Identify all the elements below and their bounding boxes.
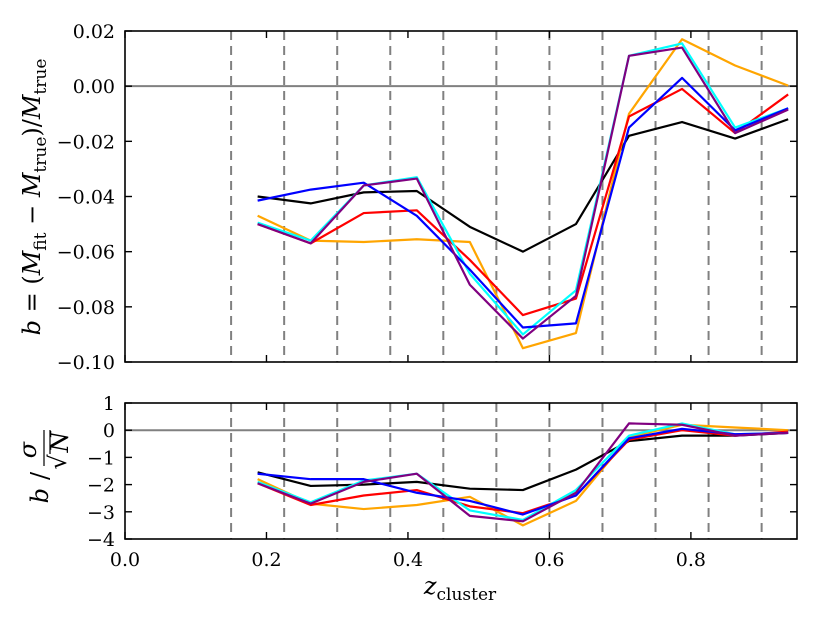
- y-tick-label: −0.10: [57, 352, 115, 374]
- y-tick-label: −1: [87, 447, 115, 469]
- top-y-axis-label: b = (Mfit − Mtrue)/Mtrue: [18, 59, 51, 336]
- x-tick-label: 0.2: [251, 549, 281, 571]
- top-plot-frame: [124, 30, 798, 363]
- ylabel-n: N: [46, 431, 74, 454]
- series-line-4: [257, 422, 789, 522]
- y-tick-label: −0.08: [57, 297, 115, 319]
- series-line-2: [257, 38, 789, 350]
- x-tick-label: 0.4: [393, 549, 423, 571]
- top-y-ticks: 0.02 0.00 −0.02 −0.04 −0.06 −0.08 −0.10: [57, 21, 797, 374]
- ylabel-b: b: [26, 488, 54, 503]
- series-line-6: [257, 46, 789, 340]
- bottom-x-ticks: 0.0 0.2 0.4 0.6 0.8: [110, 403, 706, 571]
- bottom-panel: 1 0 −1 −2 −3 −4 0.0 0.2 0.4 0.6 0.8 b / σ √ N zcl…: [14, 393, 798, 605]
- series-line-3: [257, 87, 789, 317]
- series-line-1: [257, 431, 789, 492]
- top-series-group: [257, 38, 789, 350]
- y-tick-label: 0: [103, 420, 115, 442]
- series-line-2: [257, 423, 789, 527]
- x-tick-label: 0.0: [110, 549, 140, 571]
- top-panel: 0.02 0.00 −0.02 −0.04 −0.06 −0.08 −0.10 b = (M…: [18, 21, 798, 374]
- y-tick-label: −0.06: [57, 242, 115, 264]
- series-line-5: [257, 76, 789, 329]
- bottom-y-ticks: 1 0 −1 −2 −3 −4: [87, 393, 797, 551]
- bottom-series-group: [257, 422, 789, 527]
- y-tick-label: −0.02: [57, 131, 115, 153]
- bottom-separator-lines: [230, 403, 763, 539]
- bottom-plot-frame: [124, 402, 798, 540]
- y-tick-label: −3: [87, 502, 115, 524]
- y-tick-label: −4: [87, 529, 115, 551]
- series-line-3: [257, 429, 789, 515]
- series-line-1: [257, 118, 789, 253]
- y-tick-label: 0.02: [73, 21, 115, 43]
- x-tick-label: 0.6: [534, 549, 564, 571]
- bottom-y-axis-label: b / σ √ N: [14, 430, 74, 503]
- ylabel-sqrt: √: [44, 454, 72, 470]
- y-tick-label: 1: [103, 393, 115, 415]
- y-tick-label: −0.04: [57, 187, 115, 209]
- x-axis-label: zcluster: [423, 572, 497, 605]
- series-line-5: [257, 427, 789, 516]
- y-tick-label: 0.00: [73, 76, 115, 98]
- top-x-ticks: [124, 31, 692, 362]
- y-tick-label: −2: [87, 475, 115, 497]
- ylabel-slash: /: [26, 471, 54, 480]
- series-line-6: [257, 422, 789, 523]
- x-tick-label: 0.8: [676, 549, 706, 571]
- ylabel-sigma: σ: [14, 441, 42, 458]
